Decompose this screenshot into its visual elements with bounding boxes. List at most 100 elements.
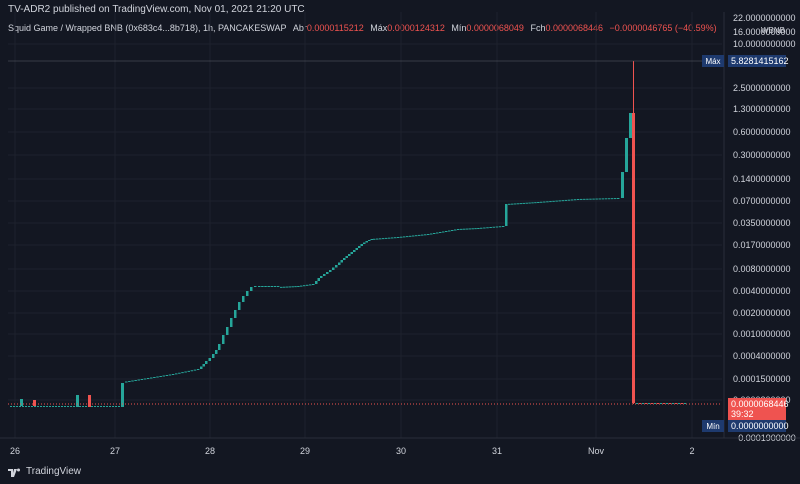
publisher-line: TV-ADR2 published on TradingView.com, No…	[8, 4, 305, 15]
candle	[140, 379, 144, 380]
candle	[669, 403, 671, 404]
min-label: Mín	[706, 422, 719, 431]
candle	[415, 235, 418, 237]
candle	[205, 361, 208, 364]
candle	[297, 286, 300, 287]
candle	[358, 246, 361, 248]
axis-unit: WBNB	[761, 26, 785, 35]
candle	[645, 403, 647, 404]
candle	[678, 403, 680, 404]
candle	[613, 198, 617, 200]
candle	[552, 200, 555, 202]
candle	[315, 281, 318, 284]
candle	[355, 248, 358, 250]
candle	[153, 377, 156, 378]
candle	[267, 286, 270, 287]
candle	[489, 227, 492, 228]
candle	[558, 200, 561, 202]
x-axis: 26 27 28 29 30 31 Nov 2	[0, 437, 800, 456]
candle	[465, 228, 469, 230]
candle	[430, 233, 433, 235]
y-tick-label: 1.3000000000	[733, 104, 791, 114]
candle	[202, 364, 205, 367]
candle	[43, 406, 45, 407]
candle	[208, 358, 211, 361]
y-tick-label: 0.3000000000	[733, 150, 791, 160]
candle	[303, 285, 306, 287]
y-tick-label: 0.0170000000	[733, 240, 791, 250]
candle	[516, 203, 520, 205]
candle	[335, 265, 338, 268]
candle	[388, 237, 391, 239]
candle	[639, 403, 641, 404]
candle	[309, 284, 312, 286]
candle	[88, 395, 91, 407]
candle	[146, 378, 150, 379]
candle	[427, 234, 430, 235]
candle	[187, 370, 190, 372]
candle	[663, 403, 665, 404]
candle	[215, 350, 218, 354]
candle	[654, 403, 656, 404]
candle	[549, 201, 552, 203]
candle	[394, 237, 397, 239]
candle	[73, 406, 75, 407]
candle	[94, 406, 96, 407]
x-tick-label: 27	[110, 446, 120, 456]
candle	[629, 113, 632, 138]
candle	[495, 226, 499, 228]
x-tick-label: 2	[689, 446, 694, 456]
candle	[285, 286, 289, 288]
candle	[625, 138, 628, 172]
candle	[125, 381, 128, 383]
candle	[76, 395, 79, 407]
candle	[350, 252, 353, 254]
candle	[343, 258, 346, 260]
close-label: Fch	[530, 23, 546, 33]
candle	[143, 378, 147, 380]
candle	[159, 376, 162, 377]
candle	[460, 228, 463, 230]
candle	[131, 380, 134, 382]
close-value: 0.0000068446	[545, 23, 604, 33]
candle	[508, 203, 511, 205]
candle	[261, 286, 264, 287]
candle	[365, 241, 368, 243]
candle	[436, 232, 439, 234]
candle	[70, 406, 72, 407]
y-tick-label: 0.0001500000	[733, 374, 791, 384]
candle	[326, 272, 329, 274]
candle	[505, 204, 508, 226]
candle	[22, 406, 24, 407]
candle	[546, 201, 549, 203]
candle	[58, 406, 60, 407]
candle	[439, 232, 442, 233]
y-tick-label: 2.5000000000	[733, 83, 791, 93]
candle	[580, 198, 583, 200]
candle	[178, 372, 181, 374]
y-tick-label: 0.0010000000	[733, 329, 791, 339]
candle	[175, 373, 178, 375]
x-tick-label: Nov	[588, 446, 605, 456]
footer-brand[interactable]: TradingView	[8, 466, 81, 477]
candle	[642, 403, 644, 404]
candle	[373, 238, 376, 240]
candle	[406, 236, 409, 238]
y-tick-label: 22.0000000000	[733, 13, 796, 23]
candle	[312, 284, 315, 285]
candle	[616, 198, 620, 199]
candle	[681, 403, 683, 404]
candle	[258, 286, 261, 287]
change-value: −0.0000046765 (−40.59%)	[609, 23, 717, 33]
candle	[46, 406, 48, 407]
bar-countdown: 39:32	[731, 409, 754, 419]
candle	[583, 198, 586, 200]
candle	[592, 198, 595, 200]
candle	[391, 237, 394, 239]
candle	[165, 375, 169, 376]
candle	[651, 403, 653, 404]
candle	[137, 379, 140, 381]
y-tick-label: 10.0000000000	[733, 39, 796, 49]
symbol-name: Squid Game / Wrapped BNB (0x683c4...8b71…	[8, 23, 287, 33]
